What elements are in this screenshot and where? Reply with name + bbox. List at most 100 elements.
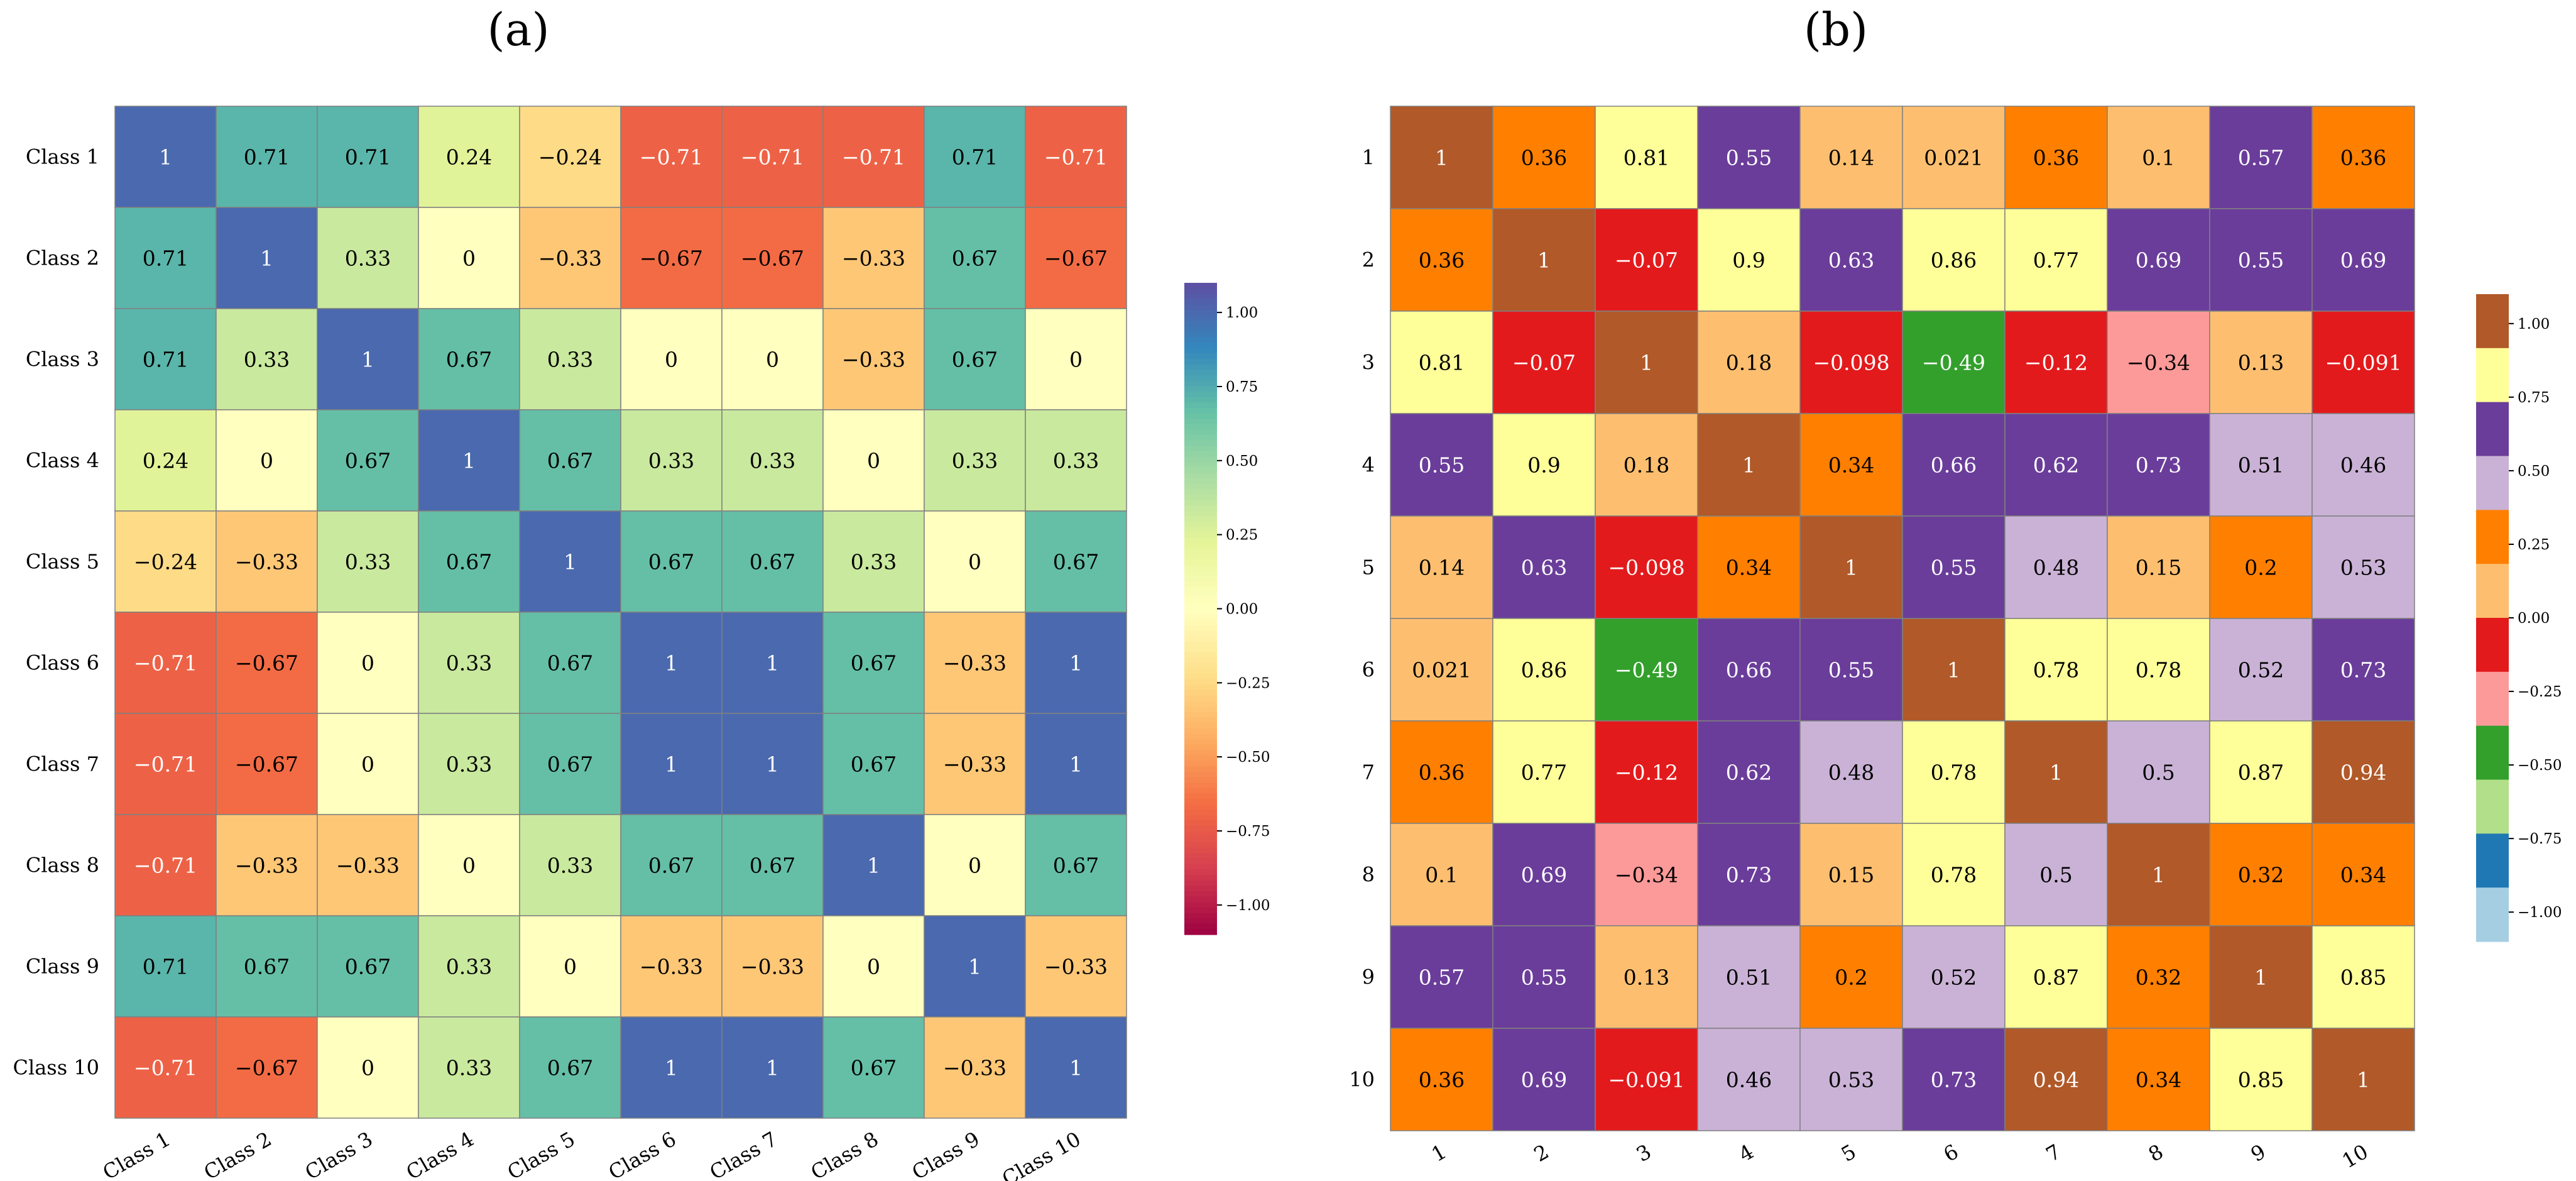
cell-value-label: 1 bbox=[665, 1056, 678, 1080]
heatmap-cell bbox=[519, 814, 621, 916]
colorbar-segment bbox=[2476, 348, 2509, 403]
cell-value-label: −0.71 bbox=[134, 854, 197, 878]
cell-value-label: −0.34 bbox=[2127, 351, 2190, 375]
cell-value-label: 0.33 bbox=[1053, 449, 1099, 473]
colorbar-tick-label: −0.75 bbox=[2518, 831, 2562, 847]
colorbar-segment bbox=[1184, 864, 1217, 870]
colorbar-segment bbox=[1184, 619, 1217, 626]
x-tick-label: 4 bbox=[1735, 1140, 1758, 1167]
colorbar-segment bbox=[1184, 755, 1217, 762]
colorbar-segment bbox=[2476, 456, 2509, 510]
heatmap-cell bbox=[519, 106, 621, 208]
colorbar-segment bbox=[2476, 725, 2509, 781]
cell-value-label: −0.33 bbox=[842, 246, 905, 271]
x-tick-label: 6 bbox=[1940, 1140, 1963, 1167]
heatmap-cell bbox=[2311, 720, 2415, 824]
colorbar-segment bbox=[1184, 424, 1217, 430]
cell-value-label: 0.2 bbox=[2244, 556, 2277, 580]
colorbar-segment bbox=[1184, 886, 1217, 892]
heatmap-cell bbox=[216, 207, 318, 309]
cell-value-label: 0.85 bbox=[2340, 965, 2386, 990]
heatmap-cell bbox=[2311, 106, 2415, 209]
colorbar-segment bbox=[1184, 690, 1217, 696]
x-tick-label: 1 bbox=[1427, 1140, 1451, 1167]
cell-value-label: 0.73 bbox=[2136, 453, 2181, 478]
colorbar-segment bbox=[1184, 321, 1217, 327]
heatmap-cell bbox=[317, 510, 419, 613]
x-tick-label: Class 4 bbox=[402, 1127, 478, 1181]
colorbar-segment bbox=[1184, 750, 1217, 756]
heatmap-cell bbox=[519, 510, 621, 613]
cell-value-label: 0.55 bbox=[2238, 248, 2284, 273]
cell-value-label: 0.48 bbox=[2033, 556, 2079, 580]
cell-value-label: 0.67 bbox=[750, 550, 795, 574]
cell-value-label: 1 bbox=[766, 752, 779, 777]
cell-value-label: 0 bbox=[867, 449, 880, 473]
heatmap-cell bbox=[216, 915, 318, 1018]
heatmap-cell bbox=[519, 1016, 621, 1119]
y-tick-label: 4 bbox=[1362, 453, 1375, 477]
colorbar-segment bbox=[1184, 522, 1217, 528]
y-tick-label: Class 1 bbox=[26, 145, 99, 169]
y-tick-label: 7 bbox=[1362, 761, 1375, 784]
colorbar-segment bbox=[1184, 337, 1217, 343]
heatmap-cell bbox=[1390, 925, 1493, 1029]
cell-value-label: 0.63 bbox=[1828, 248, 1874, 273]
colorbar-segment bbox=[1184, 310, 1217, 316]
heatmap-cell bbox=[1492, 823, 1596, 926]
cell-value-label: 0.71 bbox=[345, 145, 391, 170]
cell-value-label: 0.77 bbox=[1521, 761, 1567, 785]
heatmap-cell bbox=[721, 814, 824, 916]
colorbar-segment bbox=[1184, 874, 1217, 881]
cell-value-label: 0 bbox=[462, 854, 476, 878]
colorbar-segment bbox=[1184, 299, 1217, 305]
x-tick-label: 8 bbox=[2144, 1140, 2168, 1167]
heatmap-cell bbox=[2107, 720, 2210, 824]
cell-value-label: 0.94 bbox=[2340, 761, 2386, 785]
heatmap-cell bbox=[2209, 208, 2313, 312]
colorbar-segment bbox=[1184, 516, 1217, 522]
cell-value-label: 1 bbox=[1069, 752, 1083, 777]
colorbar-segment bbox=[1184, 847, 1217, 854]
heatmap-cell bbox=[1902, 106, 2006, 209]
heatmap-cell bbox=[1697, 618, 1801, 722]
colorbar-segment bbox=[1184, 646, 1217, 653]
cell-value-label: −0.33 bbox=[943, 1056, 1007, 1080]
cell-value-label: −0.12 bbox=[1615, 761, 1678, 785]
x-tick-label: Class 9 bbox=[908, 1127, 983, 1181]
colorbar-tick-label: −1.00 bbox=[2518, 904, 2562, 921]
cell-value-label: 1 bbox=[1947, 658, 1960, 683]
heatmap-cell bbox=[822, 915, 925, 1018]
heatmap-cell bbox=[1799, 720, 1903, 824]
heatmap-cell bbox=[317, 106, 419, 208]
cell-value-label: 1 bbox=[665, 752, 678, 777]
colorbar-segment bbox=[1184, 630, 1217, 637]
cell-value-label: 0.9 bbox=[1527, 453, 1560, 478]
colorbar-tick-label: 0.00 bbox=[1226, 601, 1258, 618]
cell-value-label: 1 bbox=[2049, 761, 2063, 785]
cell-value-label: 0.33 bbox=[952, 449, 998, 473]
cell-value-label: 0.71 bbox=[143, 246, 188, 271]
colorbar-tick-label: 0.75 bbox=[2518, 390, 2550, 406]
cell-value-label: −0.33 bbox=[235, 550, 298, 574]
cell-value-label: 0.77 bbox=[2033, 248, 2079, 273]
y-tick-label: Class 5 bbox=[26, 550, 99, 574]
heatmap-cell bbox=[2107, 1028, 2210, 1131]
colorbar-tick-label: 1.00 bbox=[2518, 316, 2550, 332]
colorbar-segment bbox=[2476, 294, 2509, 349]
heatmap-cell bbox=[1390, 1028, 1493, 1131]
y-tick-label: Class 6 bbox=[26, 651, 99, 675]
cell-value-label: 0.32 bbox=[2238, 863, 2284, 887]
colorbar-segment bbox=[1184, 407, 1217, 414]
colorbar-tick-label: 0.75 bbox=[1226, 379, 1258, 395]
x-tick-label: Class 7 bbox=[706, 1127, 781, 1181]
y-tick-label: 9 bbox=[1362, 965, 1375, 989]
heatmap-cell bbox=[2209, 413, 2313, 517]
cell-value-label: 1 bbox=[968, 955, 981, 979]
cell-value-label: 0.67 bbox=[952, 348, 998, 372]
heatmap-cell bbox=[620, 814, 723, 916]
y-tick-label: Class 7 bbox=[26, 752, 99, 776]
y-tick-label: Class 9 bbox=[26, 955, 99, 979]
cell-value-label: 0.67 bbox=[345, 955, 391, 979]
cell-value-label: 0.78 bbox=[2033, 658, 2079, 683]
